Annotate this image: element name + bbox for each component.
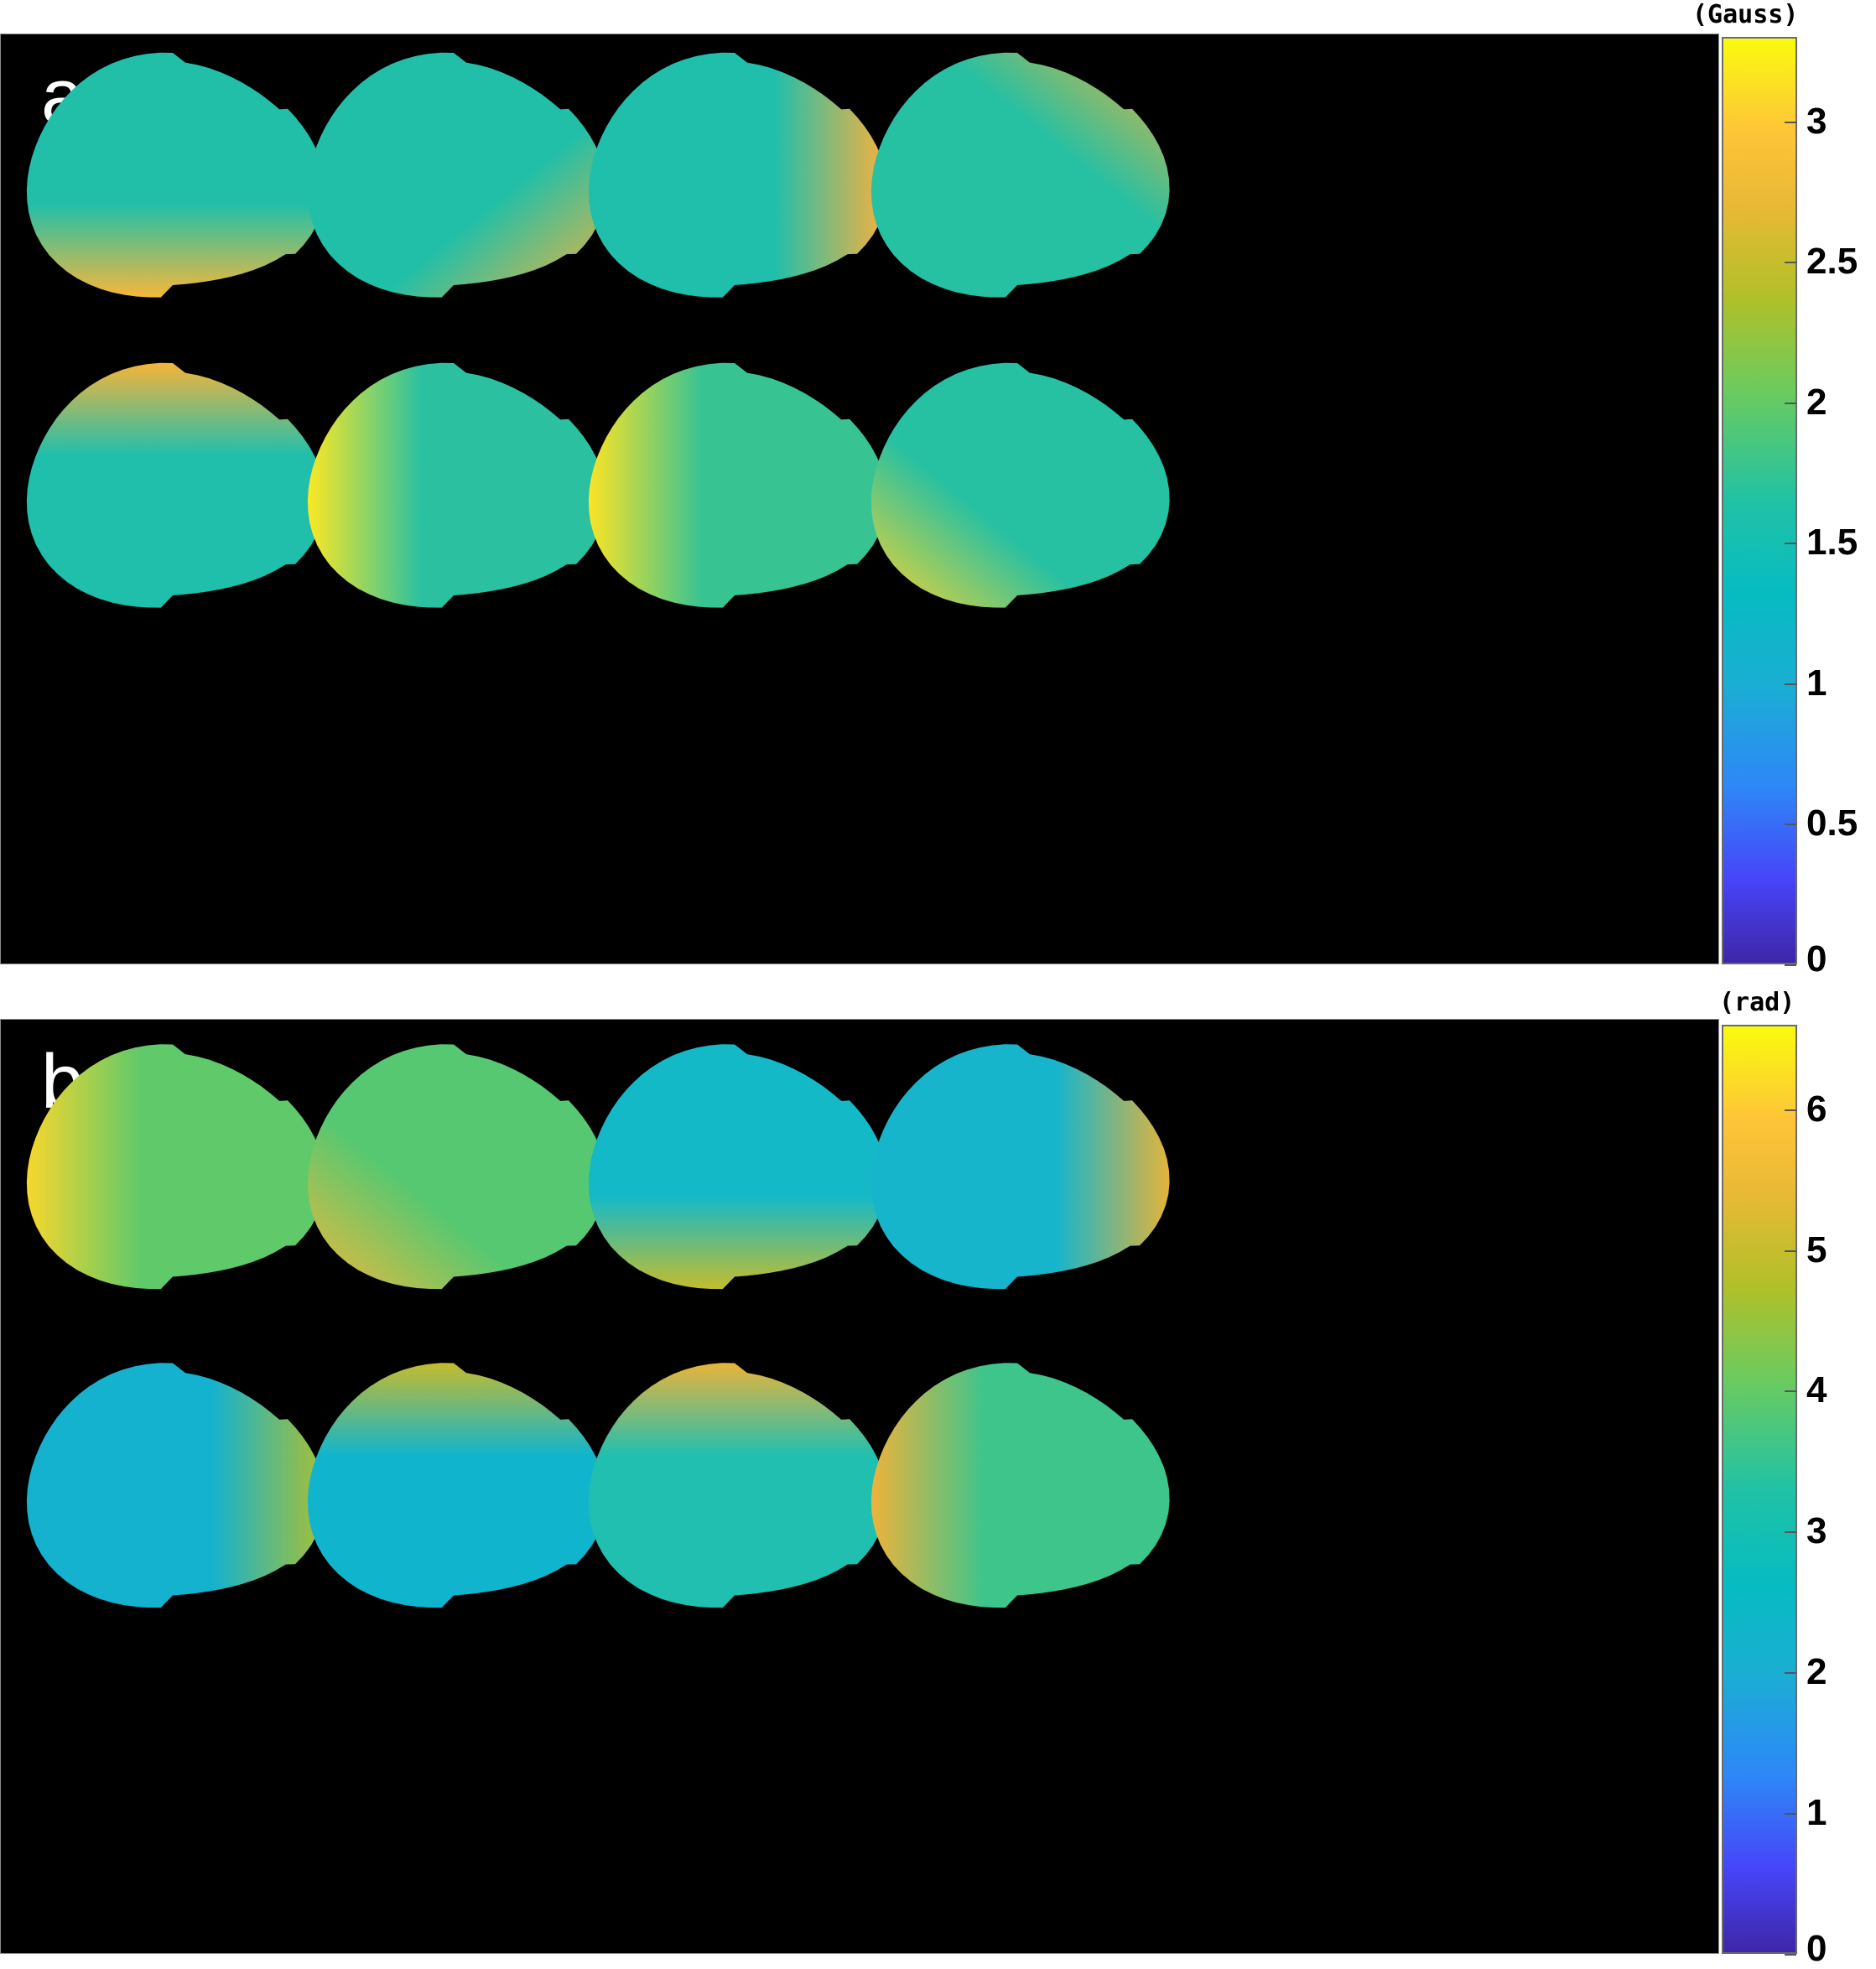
colorbar <box>1722 37 1797 964</box>
colorbar-tick-label: 5 <box>1806 1229 1827 1270</box>
colorbar-tick-label: 3 <box>1806 100 1827 142</box>
colorbar-tick-mark <box>1785 1954 1796 1956</box>
slice-map-1-2 <box>307 52 606 298</box>
colorbar-tick-label: 2 <box>1806 381 1827 423</box>
slice-map-2-1 <box>26 1363 325 1608</box>
colorbar-tick-mark <box>1785 683 1796 685</box>
colorbar-tick-mark <box>1785 1672 1796 1675</box>
colorbar-tick-mark <box>1785 1249 1796 1252</box>
colorbar-unit: (rad) <box>1719 988 1795 1017</box>
slice-map-1-3 <box>588 52 887 298</box>
colorbar-tick-mark <box>1785 543 1796 545</box>
colorbar-tick-label: 2.5 <box>1806 241 1858 283</box>
colorbar-tick-label: 3 <box>1806 1510 1827 1552</box>
colorbar-gradient <box>1723 1026 1795 1952</box>
slice-map-2-3 <box>588 1363 887 1608</box>
colorbar-tick-mark <box>1785 121 1796 123</box>
slice-map-2-1 <box>26 362 325 608</box>
colorbar-tick-label: 0 <box>1806 938 1827 979</box>
slice-map-2-4 <box>870 362 1170 608</box>
panel-b: b <box>0 1019 1719 1954</box>
colorbar-tick-mark <box>1785 262 1796 264</box>
slice-map-1-1 <box>26 52 325 298</box>
colorbar-tick-label: 2 <box>1806 1651 1827 1693</box>
slice-map-1-4 <box>870 52 1170 298</box>
slice-map-2-4 <box>870 1363 1170 1608</box>
colorbar-tick-label: 1 <box>1806 662 1827 704</box>
colorbar-tick-label: 4 <box>1806 1369 1827 1411</box>
colorbar-tick-mark <box>1785 1109 1796 1111</box>
phase-map-grid <box>26 1044 1170 1608</box>
panel-a: a <box>0 34 1719 964</box>
colorbar-tick-mark <box>1785 964 1796 966</box>
field-map-grid <box>26 52 1170 608</box>
colorbar-unit: (Gauss) <box>1692 0 1799 29</box>
colorbar-tick-mark <box>1785 402 1796 404</box>
colorbar-tick-label: 0 <box>1806 1928 1827 1969</box>
slice-map-1-2 <box>307 1044 606 1290</box>
colorbar-tick-mark <box>1785 1813 1796 1816</box>
colorbar-tick-mark <box>1785 1531 1796 1534</box>
colorbar-tick-label: 1.5 <box>1806 522 1858 564</box>
slice-map-2-2 <box>307 1363 606 1608</box>
colorbar-tick-label: 1 <box>1806 1792 1827 1834</box>
colorbar-tick-mark <box>1785 823 1796 826</box>
slice-map-2-2 <box>307 362 606 608</box>
colorbar-tick-mark <box>1785 1390 1796 1393</box>
colorbar-tick-label: 6 <box>1806 1088 1827 1130</box>
slice-map-1-3 <box>588 1044 887 1290</box>
colorbar <box>1722 1025 1797 1954</box>
colorbar-tick-label: 0.5 <box>1806 803 1858 844</box>
slice-map-1-4 <box>870 1044 1170 1290</box>
slice-map-2-3 <box>588 362 887 608</box>
colorbar-gradient <box>1723 39 1795 963</box>
slice-map-1-1 <box>26 1044 325 1290</box>
